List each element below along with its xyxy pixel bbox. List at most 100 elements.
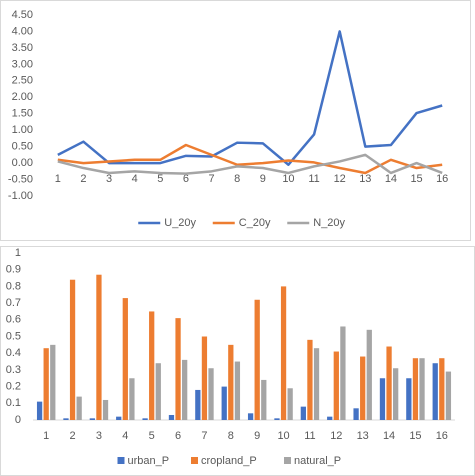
x-tick-label: 5 — [149, 430, 155, 442]
x-tick-label: 14 — [383, 430, 395, 442]
y-tick-label: 0.9 — [6, 264, 21, 276]
y-tick-label: 4.00 — [12, 25, 33, 37]
x-tick-label: 15 — [410, 173, 422, 185]
y-tick-label: 0.50 — [12, 141, 33, 153]
legend-label: N_20y — [313, 217, 345, 229]
bar — [228, 344, 234, 420]
x-tick-label: 4 — [122, 430, 128, 442]
x-tick-label: 11 — [308, 173, 319, 185]
legend-label: urban_P — [128, 455, 170, 467]
x-tick-label: 9 — [254, 430, 260, 442]
y-tick-label: 0.2 — [6, 381, 21, 393]
y-tick-label: 0.1 — [6, 397, 21, 409]
bar — [116, 416, 122, 420]
line-series — [57, 143, 443, 175]
x-tick-label: 12 — [330, 430, 342, 442]
line-series — [57, 30, 443, 166]
legend-label: C_20y — [239, 217, 271, 229]
bar — [393, 368, 399, 420]
y-tick-label: -0.50 — [8, 173, 33, 185]
x-tick-label: 14 — [385, 173, 397, 185]
x-tick-label: 2 — [70, 430, 76, 442]
y-tick-label: 1 — [15, 247, 21, 259]
y-tick-label: 0.00 — [12, 157, 33, 169]
bar — [353, 408, 359, 420]
bar — [327, 416, 333, 420]
bar — [333, 351, 339, 420]
x-tick-label: 8 — [234, 173, 240, 185]
bar — [366, 329, 372, 420]
bar — [129, 378, 135, 420]
x-tick-label: 11 — [304, 430, 315, 442]
bar — [182, 359, 188, 420]
x-tick-label: 13 — [357, 430, 369, 442]
bar — [386, 346, 392, 420]
bar — [234, 361, 241, 420]
bar — [221, 386, 227, 420]
x-tick-label: 12 — [334, 173, 346, 185]
x-tick-label: 6 — [183, 173, 189, 185]
x-tick-label: 3 — [106, 173, 112, 185]
chart-frame — [0, 0, 471, 241]
bar — [36, 401, 43, 420]
bar — [142, 418, 148, 420]
x-tick-label: 6 — [175, 430, 181, 442]
bar — [419, 358, 425, 420]
bar — [175, 318, 181, 420]
bar — [247, 413, 254, 420]
bar — [254, 299, 260, 420]
y-tick-label: 0.8 — [6, 280, 21, 292]
x-tick-label: 5 — [157, 173, 163, 185]
legend-label: cropland_P — [201, 455, 257, 467]
x-tick-label: 10 — [277, 430, 289, 442]
bar — [313, 348, 320, 420]
y-tick-label: -1.00 — [8, 190, 33, 202]
bar — [379, 378, 386, 420]
x-tick-label: 1 — [55, 173, 61, 185]
bar — [445, 371, 452, 420]
x-tick-label: 3 — [96, 430, 102, 442]
legend-label: U_20y — [164, 217, 196, 229]
bar — [195, 389, 201, 420]
x-tick-label: 9 — [260, 173, 266, 185]
line-series — [57, 153, 443, 175]
x-tick-label: 16 — [436, 173, 448, 185]
bar — [208, 368, 214, 420]
bar — [201, 336, 208, 420]
legend-swatch — [117, 457, 125, 464]
bar — [122, 298, 128, 420]
bar — [287, 388, 293, 420]
bar — [168, 414, 175, 420]
x-tick-label: 7 — [201, 430, 207, 442]
x-tick-label: 8 — [228, 430, 234, 442]
bar — [274, 418, 280, 420]
y-tick-label: 2.50 — [12, 75, 33, 87]
bar — [63, 418, 69, 420]
y-tick-label: 0.5 — [6, 330, 21, 342]
bar — [89, 418, 95, 420]
bar — [69, 279, 76, 420]
x-tick-label: 10 — [282, 173, 294, 185]
bar — [360, 356, 366, 420]
x-tick-label: 16 — [436, 430, 448, 442]
bar — [307, 339, 313, 420]
y-tick-label: 3.00 — [12, 58, 33, 70]
bar — [406, 378, 412, 420]
y-tick-label: 1.50 — [12, 108, 33, 120]
bar — [149, 311, 155, 420]
bar — [261, 379, 267, 420]
x-tick-label: 7 — [209, 173, 215, 185]
bar — [43, 348, 49, 420]
bar — [439, 358, 445, 420]
y-tick-label: 4.50 — [12, 9, 33, 21]
y-tick-label: 0.4 — [6, 347, 21, 359]
bar — [102, 399, 109, 420]
bar — [412, 358, 419, 420]
x-tick-label: 4 — [132, 173, 138, 185]
bar — [96, 274, 102, 420]
legend-label: natural_P — [294, 455, 341, 467]
y-tick-label: 0.7 — [6, 297, 21, 309]
bar — [155, 363, 161, 420]
